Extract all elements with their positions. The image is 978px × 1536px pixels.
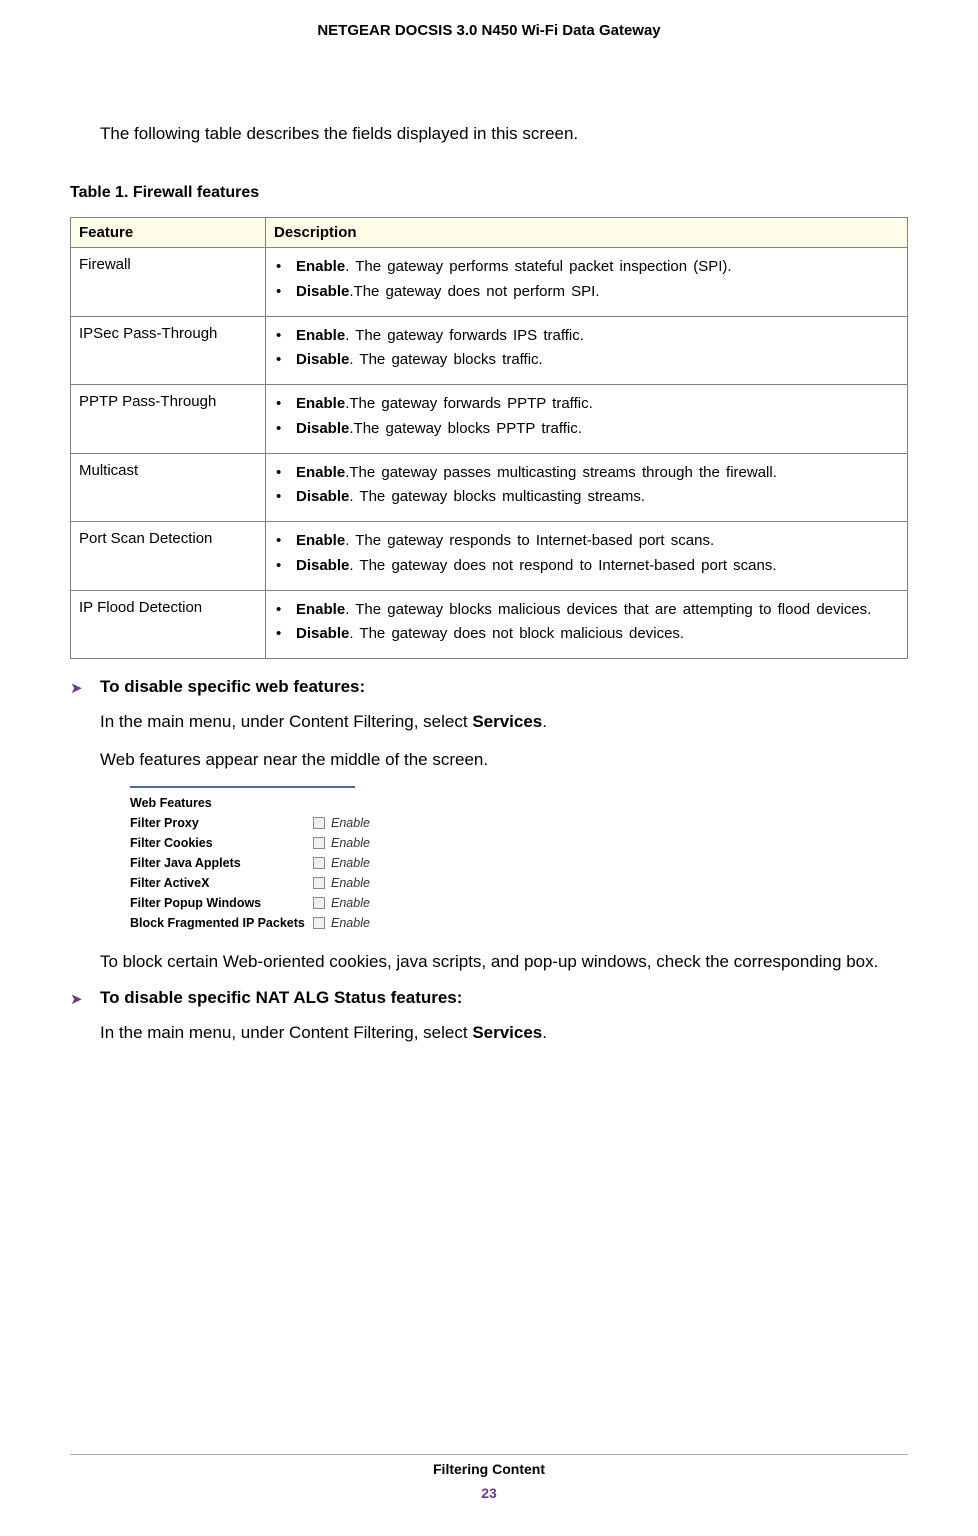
description-cell: •Enable. The gateway responds to Interne…	[266, 522, 908, 591]
web-feature-label: Filter Proxy	[130, 816, 313, 830]
description-cell: •Enable. The gateway performs stateful p…	[266, 248, 908, 317]
feature-cell: IP Flood Detection	[71, 590, 266, 659]
web-feature-label: Filter ActiveX	[130, 876, 313, 890]
table-row: IPSec Pass-Through•Enable. The gateway f…	[71, 316, 908, 385]
procedure-nat-alg: ➤ To disable specific NAT ALG Status fea…	[70, 988, 908, 1045]
web-features-heading: Web Features	[130, 796, 470, 810]
description-text: Enable. The gateway blocks malicious dev…	[296, 599, 899, 621]
description-text: Disable.The gateway does not perform SPI…	[296, 281, 899, 303]
web-feature-row: Filter Java Applets Enable	[130, 856, 470, 870]
feature-cell: Port Scan Detection	[71, 522, 266, 591]
description-text: Disable. The gateway blocks multicasting…	[296, 486, 899, 508]
feature-cell: IPSec Pass-Through	[71, 316, 266, 385]
description-text: Enable. The gateway performs stateful pa…	[296, 256, 899, 278]
description-text: Disable. The gateway blocks traffic.	[296, 349, 899, 371]
bullet-icon: •	[274, 325, 296, 347]
page-header: NETGEAR DOCSIS 3.0 N450 Wi-Fi Data Gatew…	[0, 0, 978, 39]
page-content: The following table describes the fields…	[0, 39, 978, 1045]
description-text: Disable. The gateway does not respond to…	[296, 555, 899, 577]
table-row: PPTP Pass-Through•Enable.The gateway for…	[71, 385, 908, 454]
web-feature-label: Filter Cookies	[130, 836, 313, 850]
bullet-icon: •	[274, 486, 296, 508]
feature-cell: PPTP Pass-Through	[71, 385, 266, 454]
enable-label: Enable	[331, 856, 370, 870]
checkbox-icon[interactable]	[313, 917, 325, 929]
enable-label: Enable	[331, 876, 370, 890]
table-row: IP Flood Detection•Enable. The gateway b…	[71, 590, 908, 659]
bullet-icon: •	[274, 599, 296, 621]
intro-paragraph: The following table describes the fields…	[100, 124, 908, 144]
bullet-icon: •	[274, 530, 296, 552]
procedure-title: To disable specific NAT ALG Status featu…	[100, 988, 462, 1008]
description-cell: •Enable. The gateway forwards IPS traffi…	[266, 316, 908, 385]
web-feature-row: Filter Cookies Enable	[130, 836, 470, 850]
description-text: Enable.The gateway forwards PPTP traffic…	[296, 393, 899, 415]
enable-label: Enable	[331, 916, 370, 930]
web-feature-row: Block Fragmented IP Packets Enable	[130, 916, 470, 930]
column-header-feature: Feature	[71, 218, 266, 248]
procedure-step: In the main menu, under Content Filterin…	[100, 710, 908, 734]
web-feature-label: Filter Popup Windows	[130, 896, 313, 910]
web-feature-row: Filter Proxy Enable	[130, 816, 470, 830]
checkbox-icon[interactable]	[313, 837, 325, 849]
arrow-icon: ➤	[70, 677, 100, 697]
checkbox-icon[interactable]	[313, 817, 325, 829]
procedure-step: To block certain Web-oriented cookies, j…	[100, 950, 908, 974]
description-text: Enable. The gateway responds to Internet…	[296, 530, 899, 552]
footer-page-number: 23	[0, 1485, 978, 1501]
procedure-title: To disable specific web features:	[100, 677, 365, 697]
firewall-features-table: Feature Description Firewall•Enable. The…	[70, 217, 908, 659]
procedure-step: In the main menu, under Content Filterin…	[100, 1021, 908, 1045]
bullet-icon: •	[274, 418, 296, 440]
arrow-icon: ➤	[70, 988, 100, 1008]
procedure-step: Web features appear near the middle of t…	[100, 748, 908, 772]
enable-label: Enable	[331, 836, 370, 850]
page-footer: Filtering Content 23	[0, 1454, 978, 1501]
enable-label: Enable	[331, 816, 370, 830]
table-row: Multicast•Enable.The gateway passes mult…	[71, 453, 908, 522]
table-row: Firewall•Enable. The gateway performs st…	[71, 248, 908, 317]
web-feature-label: Block Fragmented IP Packets	[130, 916, 313, 930]
bullet-icon: •	[274, 393, 296, 415]
bullet-icon: •	[274, 623, 296, 645]
bullet-icon: •	[274, 462, 296, 484]
table-row: Port Scan Detection•Enable. The gateway …	[71, 522, 908, 591]
web-feature-label: Filter Java Applets	[130, 856, 313, 870]
description-text: Enable.The gateway passes multicasting s…	[296, 462, 899, 484]
feature-cell: Multicast	[71, 453, 266, 522]
column-header-description: Description	[266, 218, 908, 248]
bullet-icon: •	[274, 281, 296, 303]
checkbox-icon[interactable]	[313, 897, 325, 909]
feature-cell: Firewall	[71, 248, 266, 317]
checkbox-icon[interactable]	[313, 877, 325, 889]
footer-section-name: Filtering Content	[0, 1461, 978, 1477]
table-caption: Table 1. Firewall features	[70, 184, 908, 202]
procedure-web-features: ➤ To disable specific web features: In t…	[70, 677, 908, 973]
description-text: Disable.The gateway blocks PPTP traffic.	[296, 418, 899, 440]
description-cell: •Enable. The gateway blocks malicious de…	[266, 590, 908, 659]
enable-label: Enable	[331, 896, 370, 910]
description-cell: •Enable.The gateway passes multicasting …	[266, 453, 908, 522]
description-text: Disable. The gateway does not block mali…	[296, 623, 899, 645]
bullet-icon: •	[274, 349, 296, 371]
web-feature-row: Filter ActiveX Enable	[130, 876, 470, 890]
web-feature-row: Filter Popup Windows Enable	[130, 896, 470, 910]
web-features-screenshot: Web Features Filter ProxyEnableFilter Co…	[130, 786, 470, 930]
bullet-icon: •	[274, 555, 296, 577]
bullet-icon: •	[274, 256, 296, 278]
description-text: Enable. The gateway forwards IPS traffic…	[296, 325, 899, 347]
checkbox-icon[interactable]	[313, 857, 325, 869]
description-cell: •Enable.The gateway forwards PPTP traffi…	[266, 385, 908, 454]
